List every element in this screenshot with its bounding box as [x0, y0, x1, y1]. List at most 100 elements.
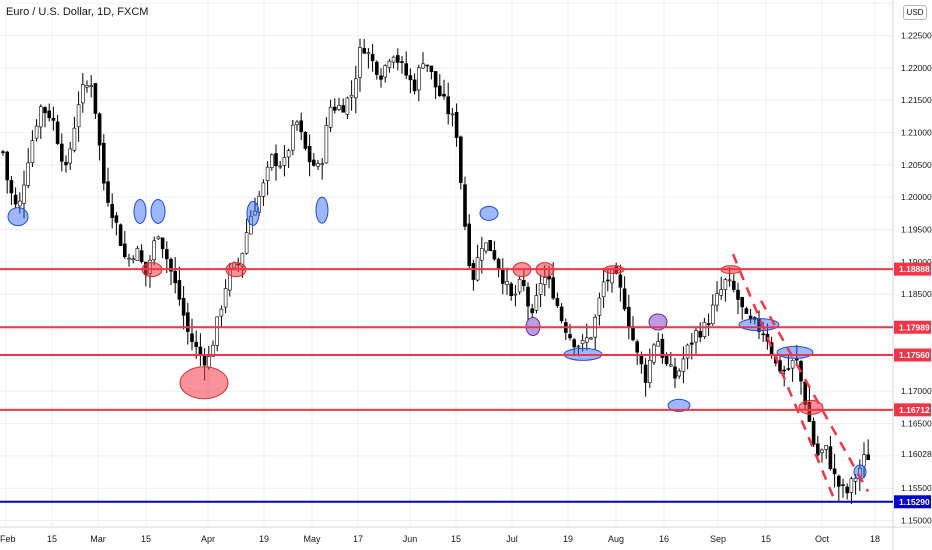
candle-body — [731, 280, 736, 290]
candle-body — [509, 283, 514, 297]
y-tick-label: 1.17000 — [901, 386, 932, 396]
candle-body — [362, 48, 367, 54]
candle-body — [391, 56, 396, 63]
candle-body — [370, 54, 375, 62]
x-tick-label: Aug — [608, 534, 624, 544]
x-tick-label: 15 — [47, 534, 57, 544]
candle-body — [320, 163, 325, 165]
candle-body — [429, 65, 434, 73]
candle-body — [244, 232, 249, 254]
candle-body — [761, 333, 766, 336]
candle-body — [820, 449, 824, 454]
y-tick-label: 1.22000 — [901, 63, 932, 73]
candle-body — [748, 315, 753, 320]
x-tick-label: Feb — [0, 534, 16, 544]
candle-body — [135, 248, 140, 261]
candle-body — [832, 468, 837, 475]
candle-body — [740, 297, 745, 308]
candle-body — [471, 263, 476, 280]
currency-button[interactable]: USD — [903, 5, 927, 20]
price-tag — [894, 495, 931, 509]
candle-body — [673, 366, 677, 379]
candle-body — [114, 215, 119, 223]
candle-body — [467, 223, 472, 267]
candle-body — [660, 338, 665, 358]
candle-body — [845, 486, 850, 494]
candle-body — [828, 446, 833, 470]
candle-body — [215, 316, 219, 346]
y-tick-label: 1.16028 — [901, 449, 932, 459]
candle-body — [282, 157, 287, 166]
y-tick-label: 1.22500 — [901, 31, 932, 41]
candle-body — [618, 274, 623, 288]
highlight-ellipse — [798, 399, 824, 415]
candle-body — [668, 364, 673, 367]
candle-body — [576, 345, 581, 348]
candle-body — [706, 323, 711, 326]
y-tick-label: 1.21000 — [901, 128, 932, 138]
candle-body — [55, 121, 60, 144]
price-tag — [894, 403, 931, 417]
candle-body — [265, 166, 270, 181]
candle-body — [81, 84, 85, 104]
y-tick-label: 1.18500 — [901, 289, 932, 299]
candle-body — [181, 297, 186, 316]
candle-body — [463, 184, 467, 227]
candle-body — [286, 150, 291, 158]
x-tick-label: Sep — [710, 534, 726, 544]
candle-body — [551, 277, 556, 299]
candle-body — [584, 337, 589, 343]
candle-body — [790, 359, 795, 369]
candle-body — [211, 345, 215, 357]
candle-body — [866, 454, 871, 460]
candle-body — [408, 75, 413, 81]
candle-body — [34, 125, 39, 139]
candle-body — [597, 297, 602, 316]
x-tick-label: Apr — [201, 534, 215, 544]
candle-body — [177, 280, 182, 300]
candle-body — [689, 342, 694, 345]
candle-body — [811, 421, 816, 445]
candle-body — [366, 52, 371, 55]
price-tag-label: 1.17560 — [899, 350, 930, 360]
candle-body — [534, 295, 539, 311]
candle-body — [500, 268, 505, 284]
candle-body — [647, 360, 652, 383]
highlight-ellipse — [179, 366, 229, 400]
candle-body — [715, 293, 719, 306]
x-tick-label: 18 — [870, 534, 880, 544]
y-tick-label: 1.21500 — [901, 95, 932, 105]
candle-body — [395, 55, 400, 63]
candle-body — [605, 279, 610, 282]
candle-body — [160, 237, 165, 250]
candle-body — [555, 298, 560, 306]
candle-body — [786, 368, 791, 370]
candle-body — [824, 445, 829, 450]
candle-body — [454, 112, 459, 138]
candle-body — [328, 106, 333, 128]
candle-body — [719, 289, 724, 296]
candle-body — [59, 143, 64, 162]
candle-body — [51, 118, 56, 121]
candle-body — [219, 308, 224, 317]
x-tick-label: 16 — [659, 534, 669, 544]
candle-body — [404, 63, 409, 76]
candle-body — [815, 443, 820, 456]
price-tag — [894, 262, 931, 276]
candle-body — [412, 79, 417, 92]
price-tag-label: 1.16712 — [899, 405, 930, 415]
candle-body — [479, 248, 484, 261]
candle-body — [341, 105, 346, 113]
candle-body — [450, 113, 455, 116]
candle-body — [517, 278, 522, 293]
candle-body — [278, 165, 283, 168]
candle-body — [526, 286, 530, 307]
candle-body — [165, 249, 169, 260]
candle-body — [425, 64, 430, 67]
highlight-ellipse — [479, 205, 499, 221]
y-tick-label: 1.19500 — [901, 225, 932, 235]
candle-body — [736, 289, 740, 300]
candle-body — [93, 83, 98, 114]
